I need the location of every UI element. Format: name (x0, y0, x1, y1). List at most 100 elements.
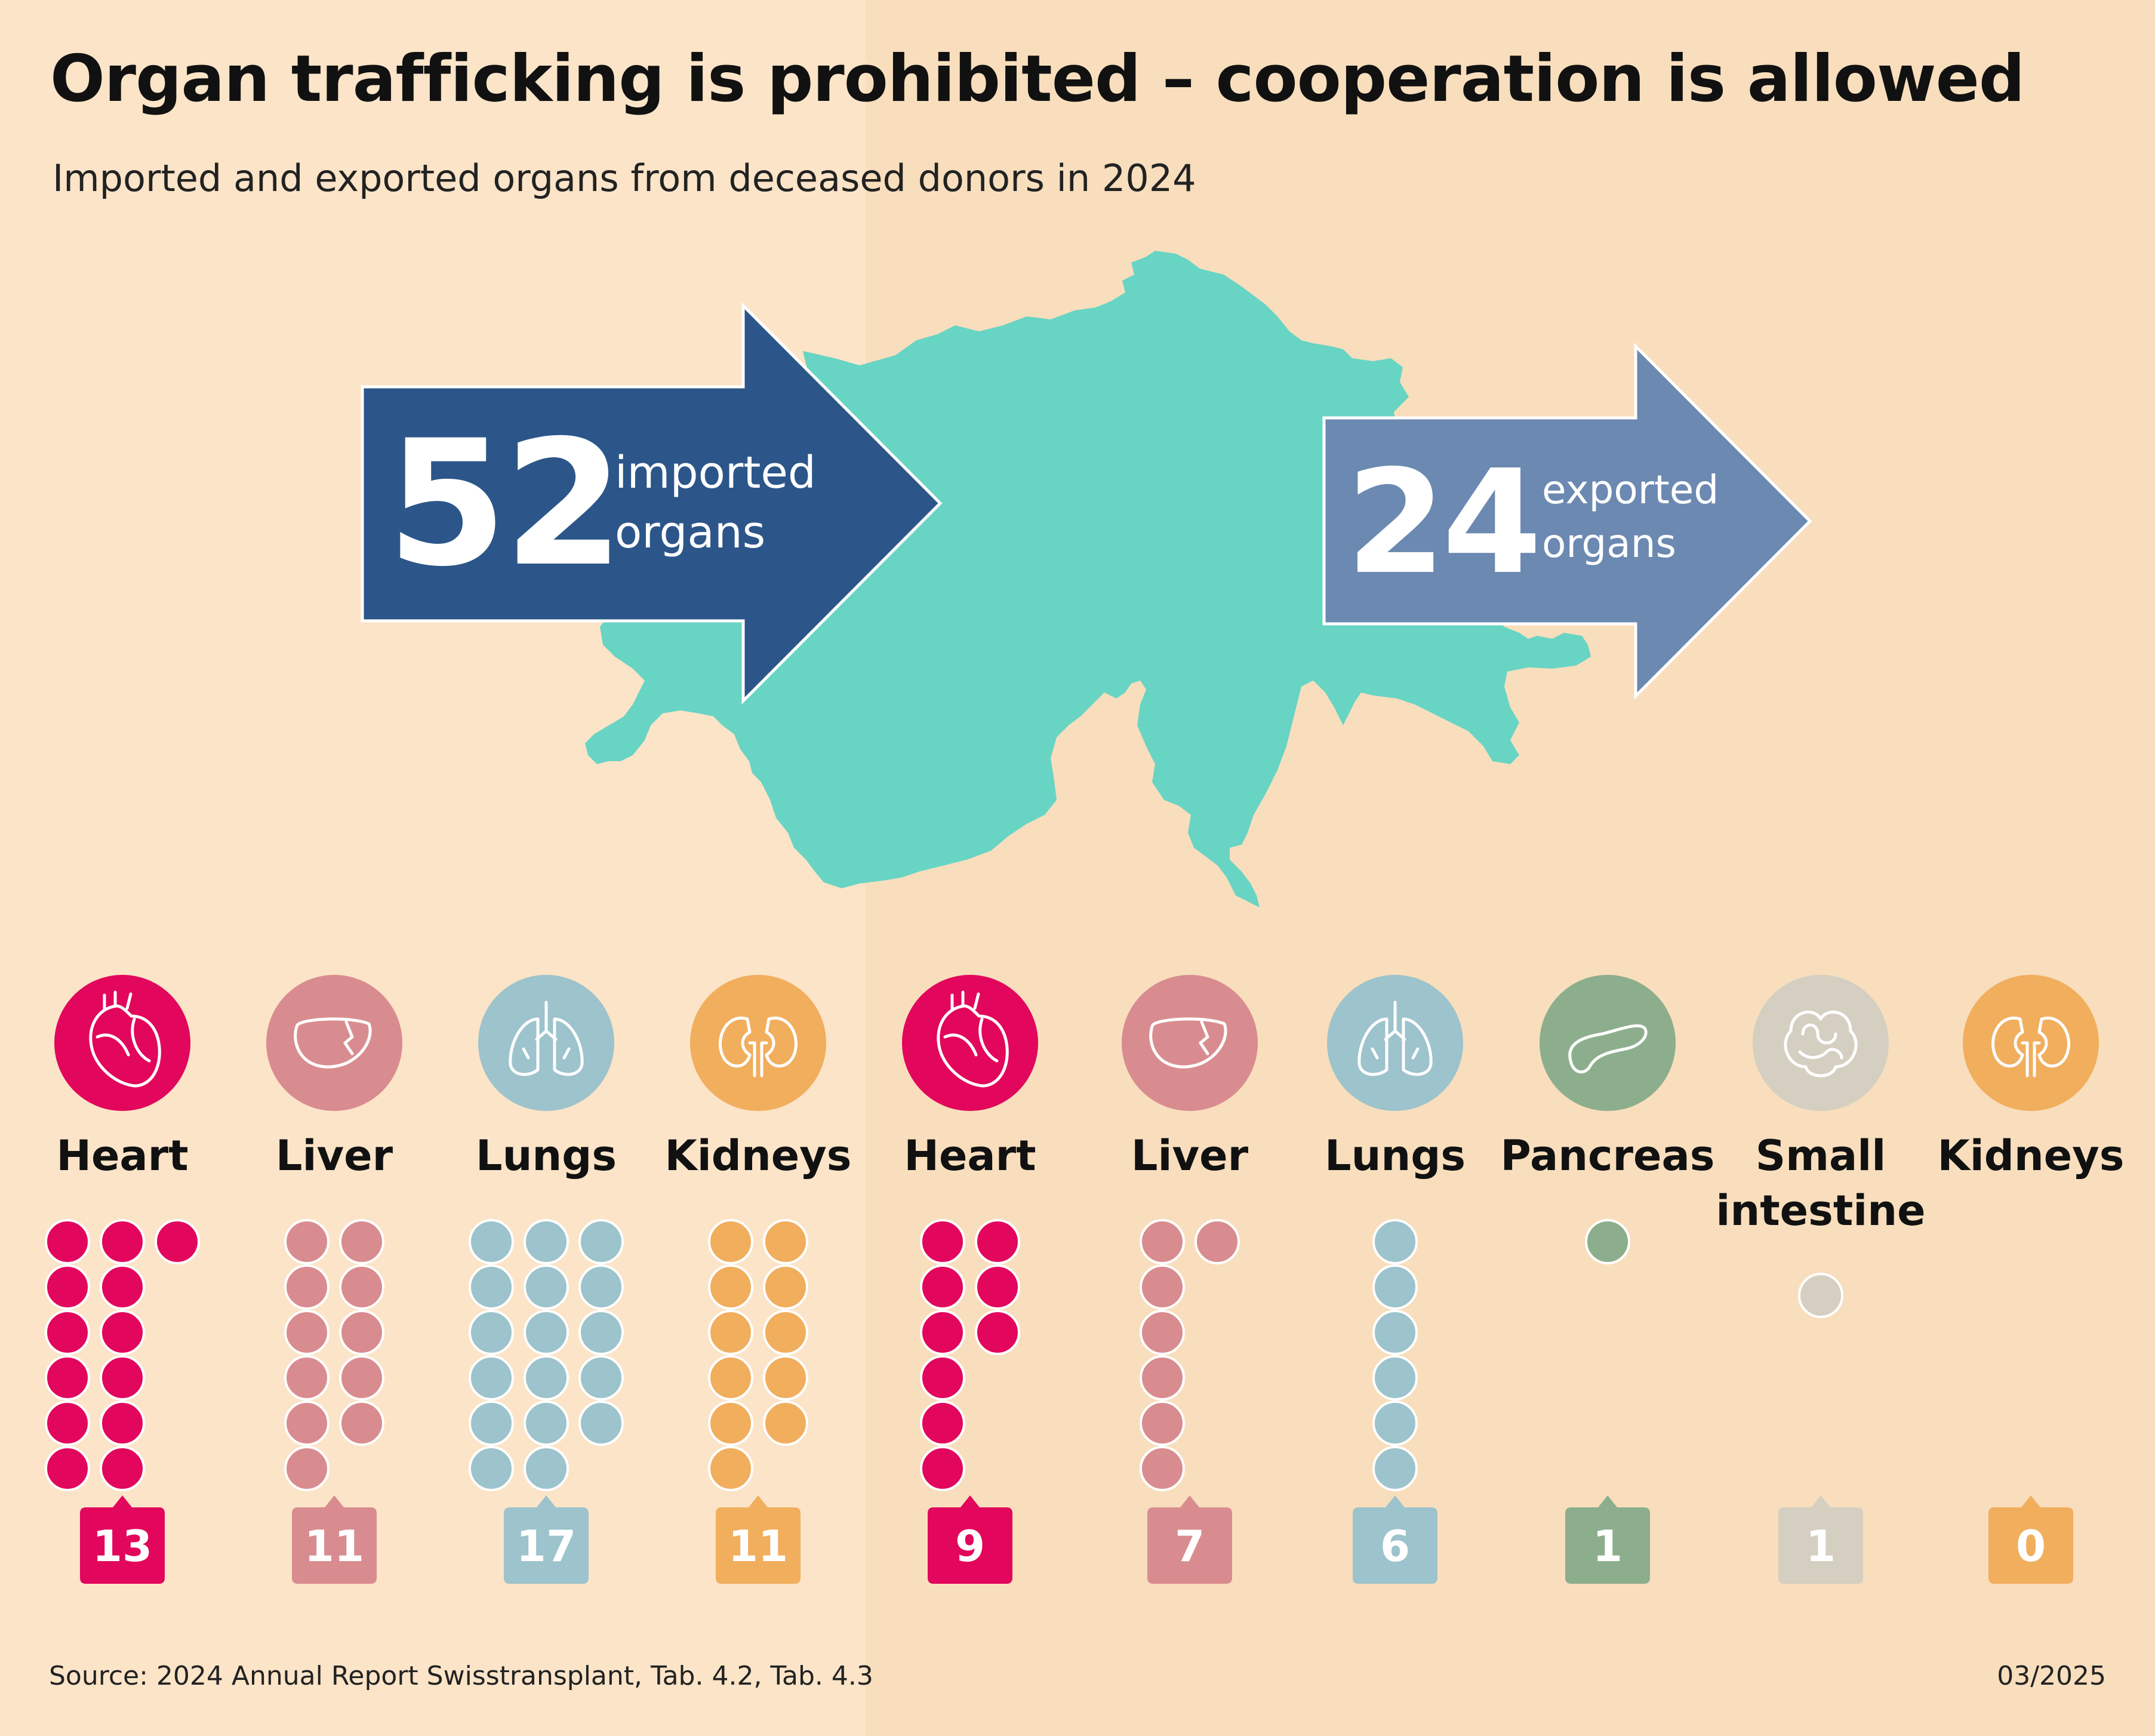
organ-dot (578, 1355, 624, 1401)
export-arrow (1322, 342, 1812, 700)
organ-dot (45, 1264, 90, 1310)
category-lungs: Lungs 17 (469, 975, 624, 1584)
organ-dot (708, 1355, 753, 1401)
organ-dot (578, 1310, 624, 1355)
category-label: Pancreas (1501, 1131, 1715, 1180)
organ-dot (339, 1264, 384, 1310)
organ-dot (708, 1446, 753, 1491)
heart-icon (89, 990, 161, 1088)
value-label: 11 (304, 1521, 364, 1571)
value-label: 9 (955, 1521, 985, 1571)
organ-dot (1372, 1355, 1418, 1401)
organ-dot (1372, 1446, 1418, 1491)
page-subtitle: Imported and exported organs from deceas… (53, 156, 1196, 200)
organ-dot (708, 1264, 753, 1310)
organ-dot (975, 1264, 1020, 1310)
imported-count: 52 (387, 404, 624, 605)
import-arrow (361, 301, 943, 705)
organ-dot (100, 1401, 145, 1446)
value-badge (1353, 1495, 1437, 1584)
value-label: 11 (728, 1521, 788, 1571)
value-badge (1778, 1495, 1863, 1584)
imported-label-line-2: organs (615, 507, 766, 558)
value-badge (928, 1495, 1012, 1584)
organ-dot (339, 1219, 384, 1264)
organ-dot (708, 1219, 753, 1264)
background-right-panel (866, 0, 2155, 1736)
organ-dot (339, 1310, 384, 1355)
organ-dot (339, 1355, 384, 1401)
source-note: Source: 2024 Annual Report Swisstranspla… (49, 1661, 873, 1691)
icon-circle (1122, 975, 1258, 1111)
organ-dot (155, 1219, 200, 1264)
organ-dot (284, 1310, 330, 1355)
organ-dot (469, 1310, 514, 1355)
category-label: Liver (1131, 1131, 1249, 1180)
category-kidneys: Kidneys 11 (665, 975, 852, 1584)
organ-dot (45, 1446, 90, 1491)
value-badge (1988, 1495, 2073, 1584)
organ-dot (578, 1401, 624, 1446)
value-label: 1 (1593, 1521, 1623, 1571)
organ-dot (763, 1355, 808, 1401)
organ-dot (1372, 1219, 1418, 1264)
kidneys-icon (1991, 1016, 2070, 1078)
value-label: 7 (1175, 1521, 1205, 1571)
organ-dot (524, 1219, 569, 1264)
icon-circle (478, 975, 614, 1111)
category-label: Heart (904, 1131, 1036, 1180)
category-pancreas: Pancreas 1 (1501, 975, 1715, 1584)
value-label: 17 (516, 1521, 576, 1571)
kidneys-icon (719, 1016, 798, 1078)
organ-dot (469, 1219, 514, 1264)
category-liver: Liver 11 (266, 975, 402, 1584)
organ-dot (284, 1401, 330, 1446)
value-label: 6 (1380, 1521, 1410, 1571)
icon-circle (1327, 975, 1463, 1111)
organ-dot (284, 1219, 330, 1264)
value-label: 0 (2016, 1521, 2046, 1571)
value-badge (504, 1495, 589, 1584)
liver-icon (294, 1017, 372, 1069)
organ-dot (975, 1310, 1020, 1355)
category-label: Kidneys (665, 1131, 852, 1180)
category-label: Lungs (476, 1131, 617, 1180)
organ-dot (763, 1264, 808, 1310)
organ-dot (763, 1310, 808, 1355)
value-label: 1 (1806, 1521, 1836, 1571)
organ-dot (1372, 1310, 1418, 1355)
organ-dot (1372, 1264, 1418, 1310)
category-label: Kidneys (1938, 1131, 2125, 1180)
organ-dot (469, 1446, 514, 1491)
organ-dot (100, 1355, 145, 1401)
organ-dot (920, 1446, 965, 1491)
organ-dot (284, 1355, 330, 1401)
organ-dot (100, 1310, 145, 1355)
organ-dot (920, 1401, 965, 1446)
organ-dot (1140, 1355, 1185, 1401)
imported-label-line-1: imported (615, 447, 816, 498)
organ-dot (284, 1264, 330, 1310)
category-label: Heart (56, 1131, 188, 1180)
heart-icon (937, 990, 1009, 1088)
organ-dot (524, 1446, 569, 1491)
icon-circle (1753, 975, 1889, 1111)
exported-label-line-2: organs (1542, 521, 1676, 567)
value-badge (716, 1495, 801, 1584)
background-left-panel (0, 0, 866, 1736)
organ-dot (524, 1264, 569, 1310)
organ-dot (469, 1401, 514, 1446)
organ-dot (708, 1310, 753, 1355)
organ-dot (469, 1264, 514, 1310)
organ-dot (708, 1401, 753, 1446)
organ-dot (100, 1264, 145, 1310)
liver-icon (1149, 1017, 1227, 1069)
exported-count: 24 (1346, 439, 1542, 606)
value-label: 13 (93, 1521, 152, 1571)
value-badge (292, 1495, 377, 1584)
category-label: Liver (276, 1131, 393, 1180)
organ-dot (763, 1219, 808, 1264)
organ-dot (45, 1355, 90, 1401)
organ-dot (578, 1219, 624, 1264)
